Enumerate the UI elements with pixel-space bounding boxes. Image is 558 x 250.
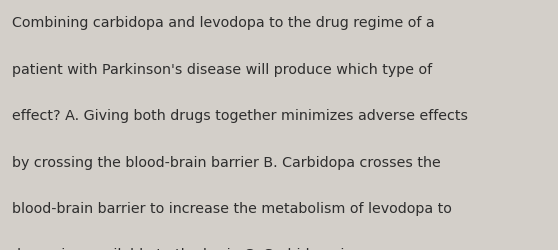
Text: effect? A. Giving both drugs together minimizes adverse effects: effect? A. Giving both drugs together mi… (12, 109, 468, 123)
Text: dopamine available to the brain C. Carbidopa increases: dopamine available to the brain C. Carbi… (12, 248, 408, 250)
Text: Combining carbidopa and levodopa to the drug regime of a: Combining carbidopa and levodopa to the … (12, 16, 435, 30)
Text: patient with Parkinson's disease will produce which type of: patient with Parkinson's disease will pr… (12, 62, 432, 76)
Text: blood-brain barrier to increase the metabolism of levodopa to: blood-brain barrier to increase the meta… (12, 201, 452, 215)
Text: by crossing the blood-brain barrier B. Carbidopa crosses the: by crossing the blood-brain barrier B. C… (12, 155, 441, 169)
